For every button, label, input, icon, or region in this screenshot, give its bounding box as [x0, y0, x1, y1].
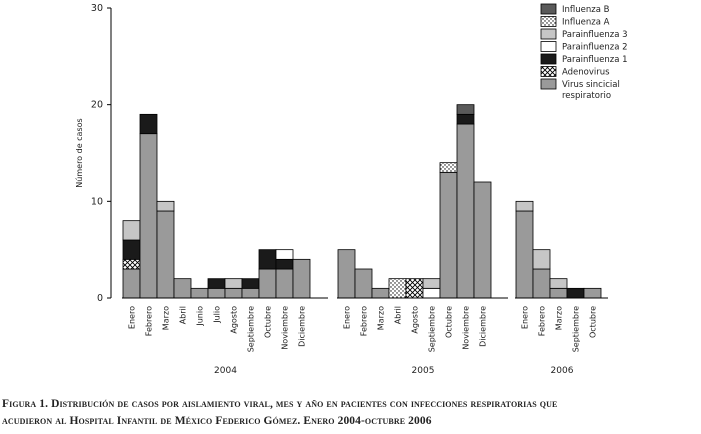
- x-tick-label: Septiembre: [572, 306, 581, 352]
- legend-label-adeno: Adenovirus: [562, 68, 610, 78]
- figure-caption: Figura 1. Distribución de casos por aisl…: [2, 396, 701, 430]
- chart: 0 10 20 30 Número de casos Enero Febrero Marzo…: [75, 3, 628, 376]
- x-tick-label: Junio: [196, 306, 205, 327]
- x-tick-label: Noviembre: [462, 306, 471, 350]
- x-tick-label: Enero: [343, 306, 352, 329]
- bar-vsr-2005-enero: [337, 249, 356, 299]
- x-tick-label: Diciembre: [298, 306, 307, 347]
- bar-para1-2004-noviembre: [275, 258, 294, 270]
- legend-swatch-fluB: [540, 3, 557, 15]
- x-tick-label: Marzo: [162, 306, 171, 330]
- x-tick-label: Marzo: [555, 306, 564, 330]
- bar-vsr-2004-agosto: [224, 287, 243, 299]
- y-tick-label: 0: [97, 293, 103, 304]
- bar-vsr-2004-enero: [122, 268, 141, 299]
- bar-vsr-2006-febrero: [532, 268, 551, 299]
- y-axis-label: Número de casos: [75, 118, 84, 187]
- bar-para1-2005-noviembre: [456, 113, 475, 125]
- legend-swatch-adeno: [540, 66, 557, 77]
- x-tick-label: Diciembre: [479, 306, 488, 347]
- bar-adeno-2005-agosto: [405, 278, 424, 299]
- x-tick-label: Marzo: [377, 306, 386, 330]
- bar-para1-2006-septiembre: [566, 287, 585, 299]
- bar-vsr-2004-octubre: [258, 268, 277, 299]
- x-tick-label: Enero: [521, 306, 530, 329]
- bar-para3-2004-enero: [122, 220, 141, 241]
- bar-vsr-2005-octubre: [439, 171, 458, 299]
- bar-para3-2004-marzo: [156, 200, 175, 212]
- x-tick-label: Agosto: [230, 306, 239, 334]
- bar-adeno-2004-enero: [122, 258, 141, 270]
- bar-vsr-2004-junio: [190, 287, 209, 299]
- x-tick-label: Octubre: [264, 306, 273, 338]
- caption-line-1: Figura 1. Distribución de casos por aisl…: [2, 398, 558, 410]
- x-tick-label: Septiembre: [428, 306, 437, 352]
- legend-label-fluB: Influenza B: [562, 5, 610, 15]
- legend-swatch-para3: [540, 28, 557, 40]
- legend-label-para2: Parainfluenza 2: [562, 43, 628, 53]
- bar-vsr-2004-abril: [173, 278, 192, 299]
- x-tick-label: Agosto: [411, 306, 420, 334]
- x-tick-label: Octubre: [589, 306, 598, 338]
- year-label-2006: 2006: [551, 366, 574, 376]
- bar-vsr-2006-enero: [515, 210, 534, 299]
- bar-para3-2004-agosto: [224, 278, 243, 289]
- x-tick-label: Enero: [128, 306, 137, 329]
- bar-fluA-2005-abril: [388, 278, 407, 299]
- bar-para1-2004-septiembre: [241, 278, 260, 289]
- legend-label-para3: Parainfluenza 3: [562, 30, 628, 40]
- bar-para3-2006-enero: [515, 200, 534, 212]
- legend: Influenza B Influenza A Parainfluenza 3 Par…: [540, 3, 628, 101]
- legend-swatch-fluA: [540, 16, 557, 27]
- bar-vsr-2004-diciembre: [292, 258, 311, 299]
- x-tick-label: Abril: [394, 306, 403, 324]
- x-tick-label: Febrero: [360, 306, 369, 336]
- bar-vsr-2004-septiembre: [241, 287, 260, 299]
- year-label-2005: 2005: [412, 366, 435, 376]
- x-tick-label: Octubre: [445, 306, 454, 338]
- y-axis: 0 10 20 30 Número de casos: [75, 3, 112, 304]
- bar-vsr-2005-marzo: [371, 287, 390, 299]
- bar-para3-2006-febrero: [532, 249, 551, 270]
- bar-vsr-2005-diciembre: [473, 181, 492, 299]
- bar-vsr-2004-julio: [207, 287, 226, 299]
- x-tick-label: Febrero: [538, 306, 547, 336]
- legend-label-vsr-cont: respiratorio: [562, 91, 611, 101]
- y-tick-label: 20: [91, 100, 103, 111]
- legend-label-fluA: Influenza A: [562, 18, 610, 28]
- x-axis: Enero Febrero Marzo Abril Junio Julio Agosto Se…: [122, 297, 608, 376]
- x-tick-label: Febrero: [145, 306, 154, 336]
- bar-vsr-2004-noviembre: [275, 268, 294, 299]
- bar-para1-2004-enero: [122, 239, 141, 260]
- x-tick-label: Abril: [179, 306, 188, 324]
- bar-vsr-2004-marzo: [156, 210, 175, 299]
- bar-para1-2004-octubre: [258, 249, 277, 270]
- bar-fluB-2005-noviembre: [456, 104, 475, 115]
- x-tick-label: Septiembre: [247, 306, 256, 352]
- caption-line-2: acudieron al Hospital Infantil de México…: [2, 415, 432, 427]
- legend-swatch-para1: [540, 53, 557, 65]
- bar-vsr-2005-noviembre: [456, 123, 475, 299]
- year-label-2004: 2004: [214, 366, 237, 376]
- legend-swatch-para2: [540, 41, 557, 52]
- bar-para2-2004-noviembre: [275, 249, 294, 260]
- legend-swatch-vsr: [540, 78, 557, 90]
- bar-para3-2006-marzo: [549, 278, 568, 289]
- bar-vsr-2006-octubre: [583, 287, 602, 299]
- bar-para2-2005-septiembre: [422, 287, 441, 299]
- x-tick-label: Noviembre: [281, 306, 290, 350]
- bar-para1-2004-febrero: [139, 113, 158, 135]
- bar-vsr-2006-marzo: [549, 287, 568, 299]
- bar-para1-2004-julio: [207, 278, 226, 289]
- legend-label-para1: Parainfluenza 1: [562, 55, 628, 65]
- bar-vsr-2004-febrero: [139, 133, 158, 299]
- y-tick-label: 10: [91, 196, 103, 207]
- x-tick-label: Julio: [213, 306, 222, 324]
- y-tick-label: 30: [91, 3, 103, 14]
- bar-fluA-2005-octubre: [439, 162, 458, 173]
- bar-vsr-2005-febrero: [354, 268, 373, 299]
- bars: [122, 104, 602, 299]
- bar-para3-2005-septiembre: [422, 278, 441, 289]
- legend-label-vsr: Virus sincicial: [562, 80, 620, 90]
